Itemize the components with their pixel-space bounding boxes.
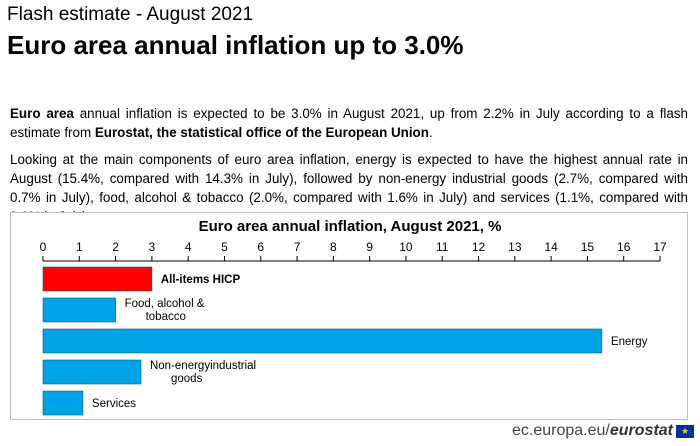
bar-category-label-line: Services: [92, 398, 136, 410]
kicker-title: Flash estimate - August 2021: [7, 4, 254, 25]
x-tick-label: 3: [149, 240, 156, 254]
x-tick-label: 16: [617, 240, 631, 254]
bar: [42, 390, 84, 416]
bar-category-label-line: tobacco: [146, 311, 186, 323]
bar-category-label: Food, alcohol & tobacco: [125, 298, 205, 323]
intro-text-1: annual inflation is expected to be 3.0% …: [10, 106, 688, 140]
bar: [42, 266, 153, 292]
x-tick-label: 13: [508, 240, 522, 254]
bar-category-label-line: Energy: [611, 336, 648, 348]
footer-brand: eurostat: [609, 422, 673, 439]
x-tick-label: 8: [330, 240, 337, 254]
x-tick-label: 4: [185, 240, 192, 254]
eu-flag-icon: ★: [676, 425, 694, 438]
bar: [42, 359, 142, 385]
bar: [42, 297, 116, 323]
components-paragraph: Looking at the main components of euro a…: [10, 152, 688, 224]
x-tick-label: 17: [653, 240, 667, 254]
page-title: Euro area annual inflation up to 3.0%: [7, 30, 464, 60]
x-tick-label: 0: [40, 240, 47, 254]
x-tick-label: 6: [257, 240, 264, 254]
x-tick-label: 5: [221, 240, 228, 254]
bar-category-label: Services: [92, 398, 136, 410]
x-tick-label: 11: [436, 240, 449, 254]
bar-category-label: Non-energyindustrial goods: [150, 360, 256, 385]
chart-title: Euro area annual inflation, August 2021,…: [198, 218, 502, 235]
inflation-chart: Euro area annual inflation, August 2021,…: [10, 212, 688, 420]
x-tick-label: 7: [294, 240, 301, 254]
x-tick-label: 14: [544, 240, 558, 254]
bar-category-label: All-items HICP: [161, 274, 241, 286]
intro-bold-2: Eurostat, the statistical office of the …: [94, 125, 429, 140]
footer-domain: ec.europa.eu/: [512, 422, 610, 439]
x-tick-label: 12: [472, 240, 486, 254]
bar-category-label: Energy: [611, 336, 648, 348]
x-tick-label: 15: [581, 240, 595, 254]
bar: [42, 328, 603, 354]
x-tick-label: 9: [366, 240, 373, 254]
x-tick-label: 10: [399, 240, 413, 254]
bar-category-label-line: Non-energyindustrial: [150, 360, 256, 372]
bar-category-label-line: goods: [171, 373, 203, 385]
intro-text-2: .: [428, 125, 433, 140]
footer-credit: ec.europa.eu/eurostat: [512, 422, 673, 440]
intro-paragraph: Euro area annual inflation is expected t…: [10, 104, 688, 142]
bar-category-label-line: Food, alcohol &: [125, 298, 205, 310]
bar-category-label-line: All-items HICP: [161, 274, 241, 286]
intro-bold-1: Euro area: [10, 106, 74, 121]
x-tick-label: 1: [76, 240, 83, 254]
x-tick-label: 2: [112, 240, 119, 254]
